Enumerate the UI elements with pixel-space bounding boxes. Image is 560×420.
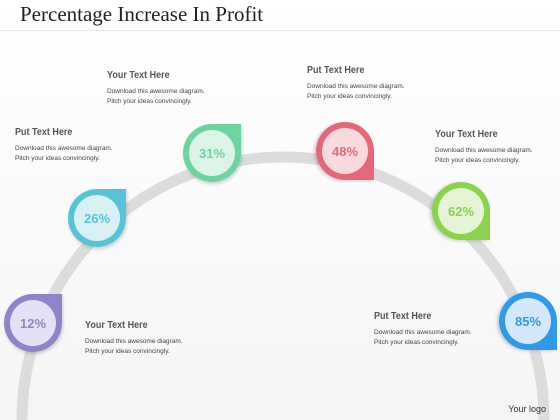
text-block-line: Pitch your ideas convincingly.: [374, 338, 459, 346]
text-block-line: Download this awesome diagram.: [85, 338, 183, 345]
text-block-heading: Your Text Here: [107, 70, 170, 81]
text-block-heading: Put Text Here: [15, 127, 73, 138]
marker-48: 48%: [316, 122, 374, 180]
text-block-put-text-left: Put Text Here Download this awesome diag…: [15, 127, 113, 163]
text-block-line: Pitch your ideas convincingly.: [307, 92, 392, 100]
text-block-put-text-bottom-right: Put Text Here Download this awesome diag…: [374, 311, 472, 347]
marker-inner: [10, 300, 56, 346]
page-title: Percentage Increase In Profit: [20, 2, 264, 26]
marker-value: 48%: [332, 144, 358, 159]
text-block-line: Pitch your ideas convincingly.: [107, 97, 192, 105]
title-divider: [0, 30, 560, 31]
text-block-heading: Your Text Here: [435, 129, 498, 140]
marker-inner: [438, 188, 484, 234]
marker-value: 12%: [20, 316, 46, 331]
text-block-put-text-top-right: Put Text Here Download this awesome diag…: [307, 65, 405, 101]
marker-inner: [74, 195, 120, 241]
marker-value: 26%: [84, 211, 110, 226]
marker-31: 31%: [183, 124, 241, 182]
logo-text: Your logo: [508, 404, 546, 414]
text-block-your-text-top-left: Your Text Here Download this awesome dia…: [107, 70, 205, 106]
text-block-line: Pitch your ideas convincingly.: [435, 156, 520, 164]
marker-inner: [322, 128, 368, 174]
marker-85: 85%: [499, 292, 557, 350]
text-block-line: Download this awesome diagram.: [374, 329, 472, 336]
text-block-line: Download this awesome diagram.: [435, 147, 533, 154]
marker-value: 62%: [448, 204, 474, 219]
text-block-line: Download this awesome diagram.: [15, 145, 113, 152]
marker-value: 31%: [199, 146, 225, 161]
text-block-heading: Your Text Here: [85, 320, 148, 331]
marker-value: 85%: [515, 314, 541, 329]
text-block-your-text-right: Your Text Here Download this awesome dia…: [435, 129, 533, 165]
marker-26: 26%: [68, 189, 126, 247]
text-block-heading: Put Text Here: [374, 311, 432, 322]
text-block-line: Download this awesome diagram.: [107, 88, 205, 95]
marker-62: 62%: [432, 182, 490, 240]
text-block-line: Pitch your ideas convincingly.: [15, 154, 100, 162]
text-block-heading: Put Text Here: [307, 65, 365, 76]
text-block-your-text-bottom-left: Your Text Here Download this awesome dia…: [85, 320, 183, 356]
text-block-line: Pitch your ideas convincingly.: [85, 347, 170, 355]
marker-12: 12%: [4, 294, 62, 352]
text-block-line: Download this awesome diagram.: [307, 83, 405, 90]
marker-inner: [505, 298, 551, 344]
marker-inner: [189, 130, 235, 176]
